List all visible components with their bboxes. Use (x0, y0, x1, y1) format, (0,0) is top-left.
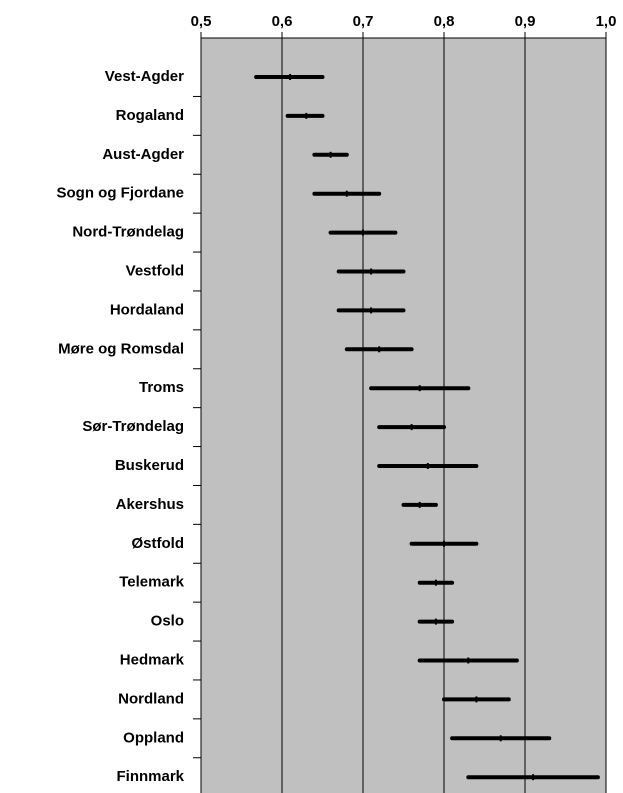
y-tick-label: Oppland (123, 729, 184, 746)
y-tick-label: Troms (139, 379, 184, 396)
x-tick-label: 1,0 (596, 13, 617, 30)
x-tick-label: 0,9 (515, 13, 536, 30)
y-tick-label: Sogn og Fjordane (57, 185, 185, 202)
y-tick-label: Rogaland (116, 107, 184, 124)
x-tick-label: 0,7 (353, 13, 374, 30)
plot-area (201, 38, 606, 793)
x-tick-label: 0,5 (191, 13, 212, 30)
y-tick-label: Nord-Trøndelag (72, 224, 184, 241)
y-tick-label: Hordaland (110, 301, 184, 318)
y-tick-label: Finnmark (116, 768, 184, 785)
y-tick-label: Østfold (132, 535, 185, 552)
x-tick-label: 0,6 (272, 13, 293, 30)
x-tick-label: 0,8 (434, 13, 455, 30)
y-tick-label: Hedmark (120, 651, 185, 668)
y-tick-label: Sør-Trøndelag (82, 418, 184, 435)
y-tick-label: Møre og Romsdal (58, 340, 184, 357)
y-tick-label: Nordland (118, 690, 184, 707)
y-tick-label: Buskerud (115, 457, 184, 474)
y-tick-label: Telemark (119, 574, 184, 591)
y-tick-label: Vest-Agder (105, 68, 184, 85)
y-tick-label: Akershus (116, 496, 184, 513)
y-tick-label: Aust-Agder (102, 146, 184, 163)
y-tick-label: Oslo (151, 613, 184, 630)
y-tick-label: Vestfold (126, 262, 184, 279)
